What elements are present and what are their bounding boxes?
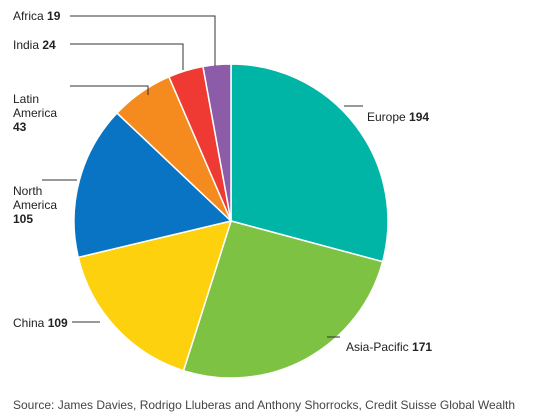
label-china-value: 109 [47,316,68,330]
label-latin-america-line2: America [13,106,58,120]
pie-slices [73,63,389,379]
label-europe-value: 194 [409,110,430,124]
label-africa-value: 19 [47,9,61,23]
label-africa: Africa 19 [13,9,60,23]
label-latin-america: Latin America 43 [13,92,57,134]
pie-slice-north-america [73,111,233,259]
label-india-name: India [13,38,40,52]
leader-lines [42,15,363,338]
label-north-america: North America 105 [13,184,57,226]
label-asia-pacific-name: Asia-Pacific [346,340,409,354]
label-north-america-line2: America [13,198,58,212]
pie-slice-china [77,219,233,372]
label-north-america-value: 105 [13,212,34,226]
label-latin-america-value: 43 [13,120,27,134]
pie-slice-africa [202,63,232,222]
leader-line-africa [70,15,216,66]
leader-line-latin-america [70,85,149,95]
source-note: Source: James Davies, Rodrigo Lluberas a… [13,398,516,412]
label-asia-pacific: Asia-Pacific 171 [346,340,432,354]
leader-line-india [70,43,184,70]
label-europe: Europe 194 [367,110,429,124]
label-china-name: China [13,316,45,330]
label-africa-name: Africa [13,9,44,23]
label-asia-pacific-value: 171 [412,340,433,354]
label-india: India 24 [13,38,56,52]
label-india-value: 24 [42,38,56,52]
label-china: China 109 [13,316,68,330]
pie-slice-europe [230,63,389,263]
label-north-america-line1: North [13,184,43,198]
label-europe-name: Europe [367,110,406,124]
label-latin-america-line1: Latin [13,92,40,106]
pie-slice-asia-pacific [182,220,384,379]
